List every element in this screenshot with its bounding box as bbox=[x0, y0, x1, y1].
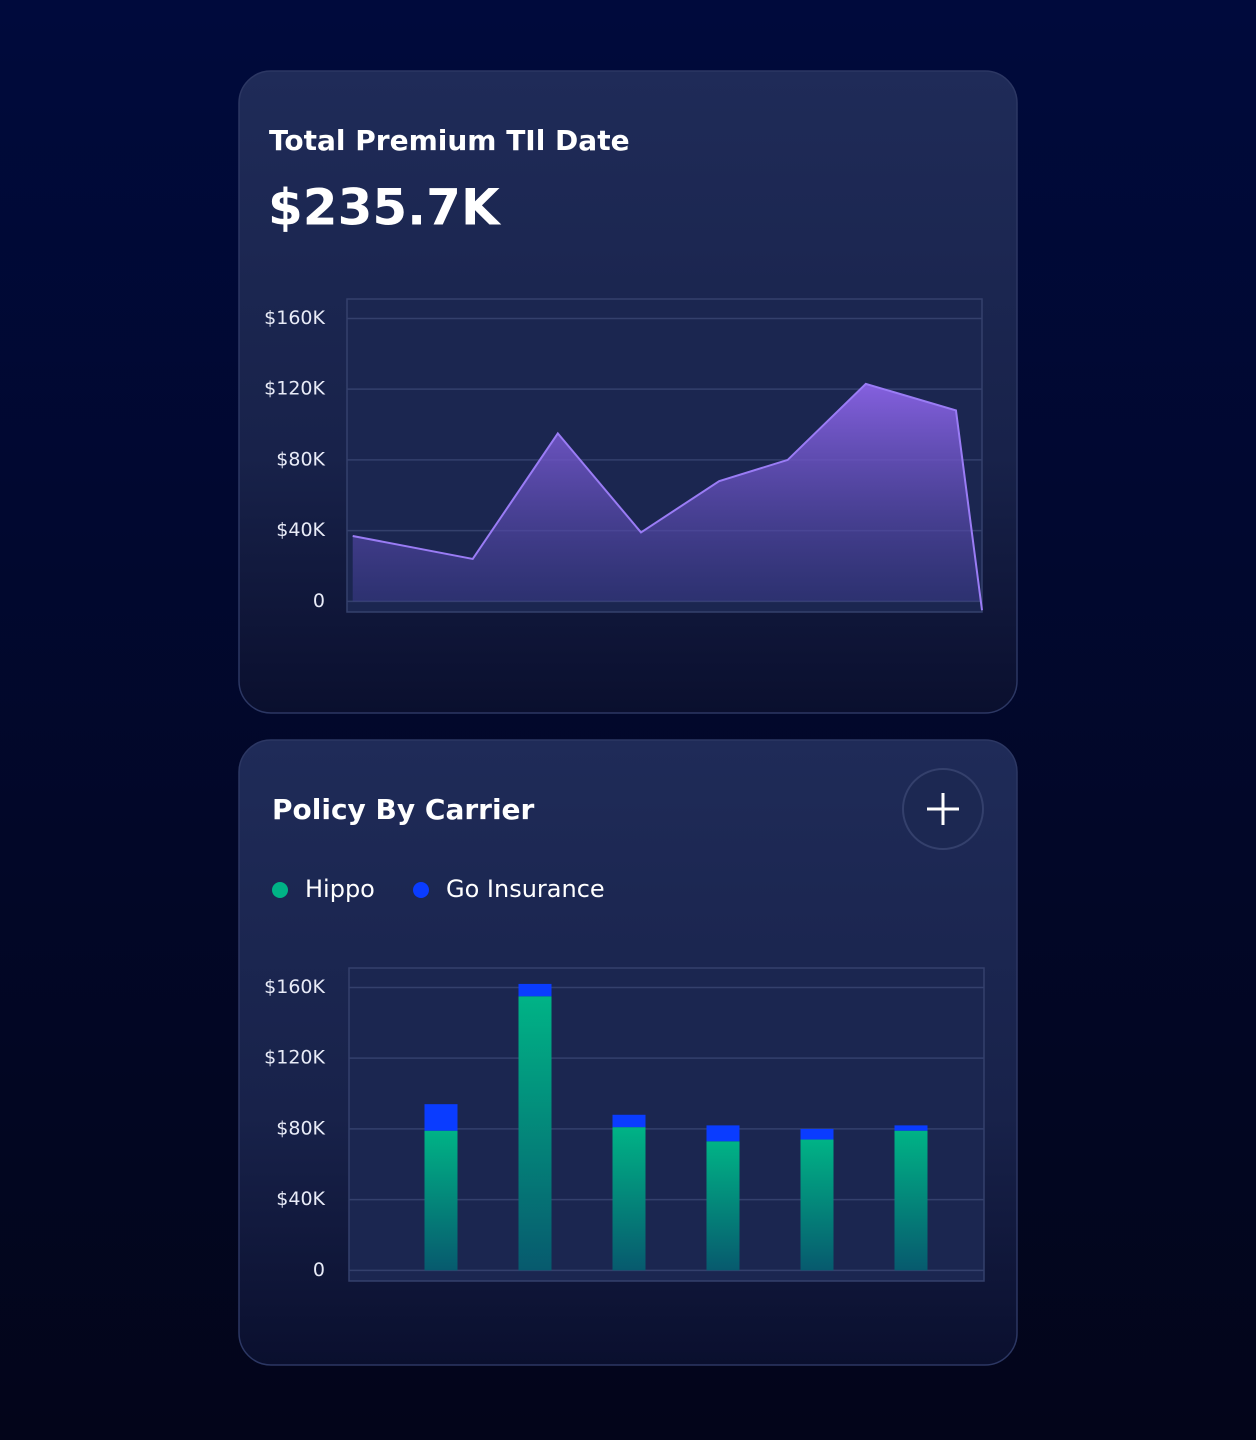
legend-label: Hippo bbox=[305, 875, 375, 903]
y-tick-label: $40K bbox=[276, 519, 325, 541]
line bbox=[352, 382, 983, 611]
bar-segment bbox=[894, 1125, 928, 1131]
y-tick-label: $160K bbox=[264, 976, 325, 998]
area bbox=[352, 383, 983, 611]
headline-value: $235.7K bbox=[268, 179, 502, 237]
y-tick-label: $80K bbox=[276, 1117, 325, 1139]
legend-marker bbox=[272, 882, 288, 898]
bar-segment bbox=[706, 1125, 740, 1142]
bar-segment bbox=[518, 996, 552, 1271]
legend-marker bbox=[413, 882, 429, 898]
bar-segment bbox=[706, 1141, 740, 1271]
bar-segment bbox=[612, 1127, 646, 1271]
card-title: Policy By Carrier bbox=[272, 793, 535, 826]
bar-segment bbox=[800, 1139, 834, 1271]
bar-segment bbox=[612, 1114, 646, 1128]
y-tick-label: $120K bbox=[264, 378, 325, 400]
bar-segment bbox=[800, 1128, 834, 1140]
bar-segment bbox=[424, 1130, 458, 1271]
add-button[interactable] bbox=[902, 768, 984, 850]
y-tick-label: $160K bbox=[264, 307, 325, 329]
bar-segment bbox=[894, 1130, 928, 1271]
charts: 0 $40K $80K $120K $160K 0 $40K $80K $120K $160K Hi… bbox=[264, 307, 984, 1281]
y-tick-label: $40K bbox=[276, 1188, 325, 1210]
card-title: Total Premium TIl Date bbox=[269, 124, 630, 157]
y-tick-label: 0 bbox=[313, 1259, 325, 1281]
bar-segment bbox=[424, 1104, 458, 1131]
y-tick-label: $80K bbox=[276, 448, 325, 470]
y-tick-label: 0 bbox=[313, 590, 325, 612]
y-tick-label: $120K bbox=[264, 1047, 325, 1069]
bar-segment bbox=[518, 983, 552, 997]
legend-label: Go Insurance bbox=[446, 875, 605, 903]
